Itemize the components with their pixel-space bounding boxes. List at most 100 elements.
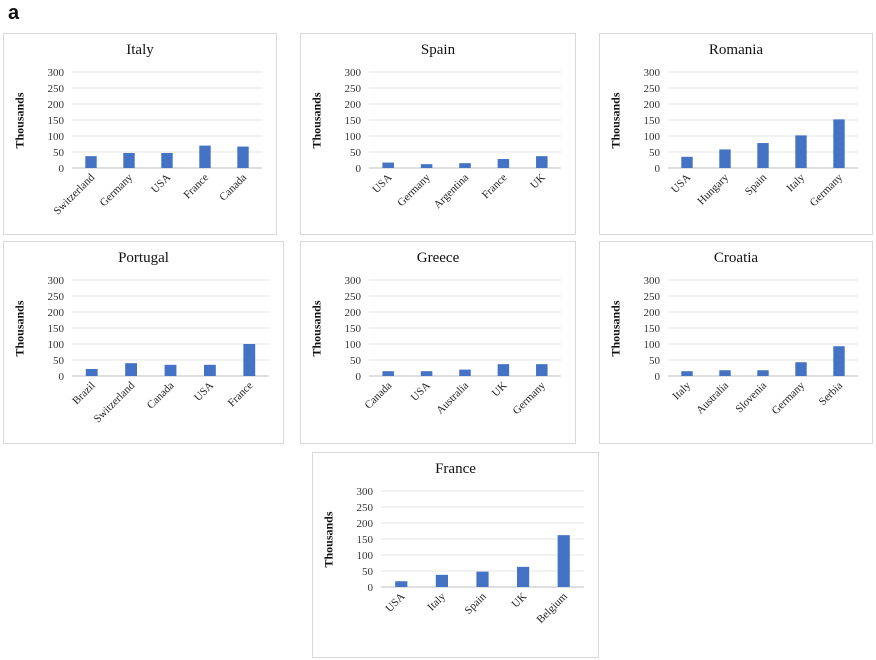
x-tick-label-canada: Canada bbox=[145, 380, 177, 412]
chart-title: France bbox=[435, 461, 476, 477]
y-tick-label: 100 bbox=[48, 339, 65, 351]
y-tick-label: 150 bbox=[644, 115, 661, 127]
y-tick-label: 0 bbox=[59, 371, 65, 383]
y-tick-label: 0 bbox=[368, 582, 374, 594]
x-tick-label-serbia: Serbia bbox=[817, 380, 845, 408]
y-tick-label: 0 bbox=[655, 163, 661, 175]
x-tick-label-switzerland: Switzerland bbox=[92, 379, 138, 425]
x-tick-label-canada: Canada bbox=[363, 380, 395, 412]
x-tick-label-france: France bbox=[181, 172, 211, 202]
y-tick-label: 100 bbox=[48, 131, 65, 143]
x-tick-label-australia: Australia bbox=[434, 380, 471, 417]
x-tick-label-belgium: Belgium bbox=[535, 590, 571, 626]
bar-germany bbox=[833, 119, 845, 168]
bar-france bbox=[497, 159, 510, 168]
chart-svg: 0 50 100 150 200 250 300 USA Hungary Spain Italy Ge… bbox=[644, 67, 858, 209]
x-tick-label-italy: Italy bbox=[784, 171, 807, 194]
chart-title: Spain bbox=[420, 42, 456, 58]
y-tick-label: 0 bbox=[59, 163, 65, 175]
bar-hungary bbox=[719, 149, 731, 168]
bar-switzerland bbox=[125, 363, 138, 376]
y-tick-label: 100 bbox=[644, 339, 661, 351]
bar-australia bbox=[459, 369, 471, 376]
y-tick-label: 250 bbox=[644, 83, 661, 95]
x-tick-label-slovenia: Slovenia bbox=[733, 380, 769, 416]
y-tick-label: 150 bbox=[48, 115, 65, 127]
chart-panel-portugal: Portugal Thousands 0 50 100 150 200 250 300 Brazi… bbox=[3, 241, 284, 444]
x-tick-label-usa: USA bbox=[669, 172, 693, 196]
bar-argentina bbox=[459, 163, 471, 168]
y-tick-label: 200 bbox=[345, 307, 362, 319]
y-tick-label: 300 bbox=[644, 67, 661, 79]
x-tick-label-italy: Italy bbox=[670, 379, 693, 402]
y-tick-label: 300 bbox=[48, 275, 65, 287]
bar-serbia bbox=[833, 346, 845, 376]
y-tick-label: 300 bbox=[345, 275, 362, 287]
chart-title: Portugal bbox=[118, 250, 169, 266]
x-tick-label-brazil: Brazil bbox=[70, 380, 97, 407]
y-tick-label: 50 bbox=[362, 566, 374, 578]
x-tick-label-usa: USA bbox=[192, 380, 216, 404]
chart-title: Romania bbox=[708, 42, 764, 58]
x-tick-label-france: France bbox=[480, 172, 510, 202]
y-tick-label: 250 bbox=[345, 83, 362, 95]
chart-panel-greece: Greece Thousands 0 50 100 150 200 250 300 Canada U… bbox=[300, 241, 576, 444]
y-tick-label: 100 bbox=[345, 131, 362, 143]
y-tick-label: 250 bbox=[644, 291, 661, 303]
y-tick-label: 300 bbox=[644, 275, 661, 287]
chart-svg: 0 50 100 150 200 250 300 Switzerland Germany USA F… bbox=[48, 67, 262, 217]
x-tick-label-uk: UK bbox=[490, 380, 510, 400]
bar-slovenia bbox=[757, 370, 769, 376]
x-tick-label-hungary: Hungary bbox=[695, 171, 731, 207]
bar-france bbox=[199, 145, 211, 168]
bar-australia bbox=[719, 370, 731, 376]
x-tick-label-italy: Italy bbox=[425, 590, 448, 613]
y-tick-label: 50 bbox=[350, 355, 362, 367]
bar-germany bbox=[123, 152, 135, 168]
x-tick-label-usa: USA bbox=[370, 172, 394, 196]
chart-svg: 0 50 100 150 200 250 300 Canada USA Australia UK Ge… bbox=[345, 275, 561, 417]
y-tick-label: 50 bbox=[649, 147, 661, 159]
y-tick-label: 250 bbox=[357, 502, 374, 514]
x-tick-label-uk: UK bbox=[509, 591, 529, 611]
y-tick-label: 200 bbox=[345, 99, 362, 111]
bar-germany bbox=[795, 362, 807, 376]
bar-belgium bbox=[557, 535, 570, 587]
figure-label: a bbox=[8, 2, 20, 24]
y-tick-label: 0 bbox=[356, 163, 362, 175]
y-tick-label: 100 bbox=[644, 131, 661, 143]
x-tick-label-spain: Spain bbox=[743, 171, 770, 198]
bar-france bbox=[243, 344, 256, 376]
x-tick-label-usa: USA bbox=[149, 172, 173, 196]
y-tick-label: 50 bbox=[350, 147, 362, 159]
bar-germany bbox=[536, 364, 548, 376]
bar-spain bbox=[757, 143, 769, 168]
y-tick-label: 0 bbox=[356, 371, 362, 383]
bar-canada bbox=[164, 364, 177, 376]
x-tick-label-usa: USA bbox=[409, 380, 433, 404]
bar-usa bbox=[420, 371, 433, 376]
y-tick-label: 200 bbox=[48, 307, 65, 319]
y-tick-label: 200 bbox=[644, 307, 661, 319]
x-tick-label-germany: Germany bbox=[510, 379, 548, 417]
y-tick-label: 50 bbox=[649, 355, 661, 367]
bar-italy bbox=[795, 135, 807, 168]
x-tick-label-germany: Germany bbox=[808, 171, 846, 209]
chart-panel-france: France Thousands 0 50 100 150 200 250 300 USA Ital… bbox=[312, 452, 599, 658]
bar-usa bbox=[161, 152, 173, 168]
bar-canada bbox=[237, 146, 249, 168]
chart-panel-croatia: Croatia Thousands 0 50 100 150 200 250 300 Italy A… bbox=[599, 241, 873, 444]
bar-uk bbox=[497, 364, 510, 376]
y-tick-label: 300 bbox=[357, 486, 374, 498]
y-tick-label: 0 bbox=[655, 371, 661, 383]
bar-italy bbox=[681, 371, 693, 376]
bar-italy bbox=[435, 574, 448, 587]
x-tick-label-switzerland: Switzerland bbox=[51, 171, 97, 217]
chart-panel-romania: Romania Thousands 0 50 100 150 200 250 300 USA Hun… bbox=[599, 33, 873, 235]
y-tick-label: 250 bbox=[48, 83, 65, 95]
x-tick-label-germany: Germany bbox=[98, 171, 136, 209]
x-tick-label-canada: Canada bbox=[217, 172, 249, 204]
chart-svg: 0 50 100 150 200 250 300 Italy Australia Slovenia… bbox=[644, 275, 858, 417]
chart-panel-italy: Italy Thousands 0 50 100 150 200 250 300 Switzerl… bbox=[3, 33, 277, 235]
